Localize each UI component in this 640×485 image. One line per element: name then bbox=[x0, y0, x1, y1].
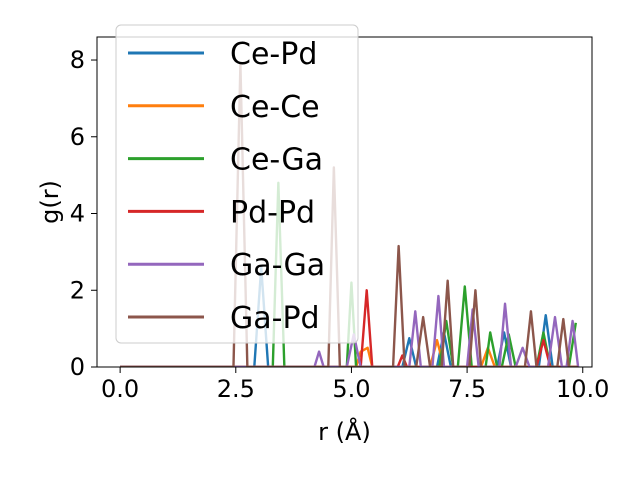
legend-label-ce-pd: Ce-Pd bbox=[230, 37, 317, 72]
y-tick-label: 6 bbox=[70, 123, 85, 151]
legend-label-ce-ga: Ce-Ga bbox=[230, 143, 323, 178]
y-tick-label: 8 bbox=[70, 46, 85, 74]
x-tick-label: 0.0 bbox=[101, 375, 139, 403]
legend-label-ce-ce: Ce-Ce bbox=[230, 90, 320, 125]
x-axis-label: r (Å) bbox=[318, 417, 371, 446]
series-line-pd-pd bbox=[120, 289, 579, 367]
legend-label-pd-pd: Pd-Pd bbox=[230, 195, 315, 230]
series-line-ga-ga bbox=[120, 294, 580, 367]
legend: Ce-Pd Ce-Ce Ce-Ga Pd-Pd Ga-Ga Ga-Pd bbox=[115, 24, 359, 344]
y-tick-label: 2 bbox=[70, 276, 85, 304]
y-tick-label: 0 bbox=[70, 353, 85, 381]
legend-label-ga-ga: Ga-Ga bbox=[230, 248, 325, 283]
legend-box bbox=[115, 24, 359, 344]
x-tick-label: 7.5 bbox=[448, 375, 486, 403]
ticks-layer: 0.0 2.5 5.0 7.5 10.0 0 2 4 6 8 bbox=[70, 46, 610, 403]
x-tick-label: 2.5 bbox=[217, 375, 255, 403]
x-tick-label: 10.0 bbox=[556, 375, 609, 403]
y-tick-label: 4 bbox=[70, 200, 85, 228]
legend-label-ga-pd: Ga-Pd bbox=[230, 301, 320, 336]
x-tick-label: 5.0 bbox=[332, 375, 370, 403]
y-axis-label: g(r) bbox=[36, 180, 64, 224]
